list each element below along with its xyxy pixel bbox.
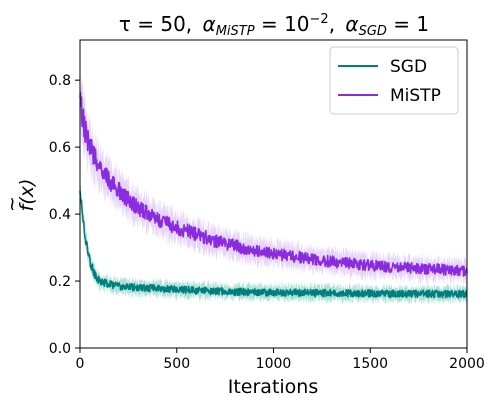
x-tick-label: 500 [163, 356, 190, 372]
y-axis-label: f(x) [16, 179, 38, 212]
title-alpha-sgd-sub: SGD [359, 24, 387, 39]
y-axis-label-tilde: ~ [1, 196, 23, 212]
legend-label-mistp: MiSTP [390, 86, 441, 106]
line-sgd [79, 191, 468, 299]
y-tick-label: 0.0 [49, 341, 71, 357]
title-alpha-mistp-sub: MiSTP [216, 24, 255, 39]
x-tick-label: 1500 [352, 356, 388, 372]
y-tick-label: 0.6 [49, 140, 71, 156]
legend-box [329, 46, 459, 115]
x-tick-label: 0 [76, 356, 85, 372]
title-alpha-mistp-value: = 10 [255, 12, 310, 36]
title-comma: , [329, 12, 335, 36]
chart-title: τ = 50, αMiSTP = 10−2, αSGD = 1 [119, 12, 429, 39]
legend-label-sgd: SGD [390, 57, 427, 77]
y-tick-label: 0.4 [49, 207, 71, 223]
legend: SGD MiSTP [329, 46, 459, 115]
x-axis-ticks: 0 500 1000 1500 2000 [76, 348, 485, 372]
series-lines [79, 91, 468, 299]
title-alpha-sgd: α [345, 12, 358, 36]
y-axis-ticks: 0.0 0.2 0.4 0.6 0.8 [49, 73, 80, 357]
x-tick-label: 2000 [449, 356, 485, 372]
title-alpha-sgd-value: = 1 [387, 12, 429, 36]
y-tick-label: 0.8 [49, 73, 71, 89]
title-tau: τ = 50, [119, 12, 192, 36]
y-axis-label-group: f(x) ~ [1, 179, 38, 212]
line-mistp [79, 91, 468, 277]
y-tick-label: 0.2 [49, 274, 71, 290]
title-alpha-mistp-exp: −2 [310, 12, 329, 27]
x-tick-label: 1000 [256, 356, 292, 372]
title-alpha-mistp: α [203, 12, 216, 36]
x-axis-label: Iterations [228, 376, 319, 398]
